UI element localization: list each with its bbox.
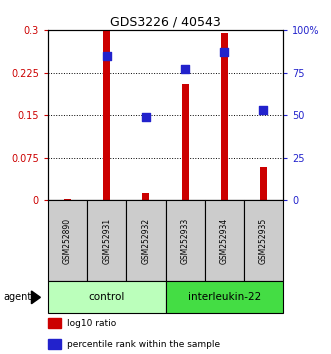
Bar [205, 200, 244, 281]
Bar [87, 200, 126, 281]
Bar [64, 199, 71, 200]
Bar [48, 281, 166, 313]
Polygon shape [31, 291, 40, 304]
Text: GSM252931: GSM252931 [102, 218, 111, 264]
Text: GDS3226 / 40543: GDS3226 / 40543 [110, 16, 221, 29]
Text: GSM252934: GSM252934 [220, 218, 229, 264]
Text: control: control [89, 292, 125, 302]
Point [104, 53, 109, 58]
Point [182, 66, 188, 72]
Text: percentile rank within the sample: percentile rank within the sample [67, 339, 220, 349]
Bar [126, 200, 166, 281]
Text: log10 ratio: log10 ratio [67, 319, 116, 328]
Bar [48, 318, 61, 329]
Text: GSM252890: GSM252890 [63, 218, 72, 264]
Text: agent: agent [3, 292, 31, 302]
Bar [166, 281, 283, 313]
Text: GSM252932: GSM252932 [141, 218, 150, 264]
Bar [221, 33, 228, 200]
Bar [48, 339, 61, 349]
Text: GSM252935: GSM252935 [259, 218, 268, 264]
Bar [244, 200, 283, 281]
Point [222, 49, 227, 55]
Bar [182, 84, 189, 200]
Bar [48, 200, 87, 281]
Bar [142, 193, 149, 200]
Bar [166, 200, 205, 281]
Bar [260, 167, 267, 200]
Bar [103, 30, 110, 200]
Point [143, 114, 149, 120]
Point [261, 107, 266, 113]
Text: interleukin-22: interleukin-22 [188, 292, 261, 302]
Text: GSM252933: GSM252933 [181, 218, 190, 264]
